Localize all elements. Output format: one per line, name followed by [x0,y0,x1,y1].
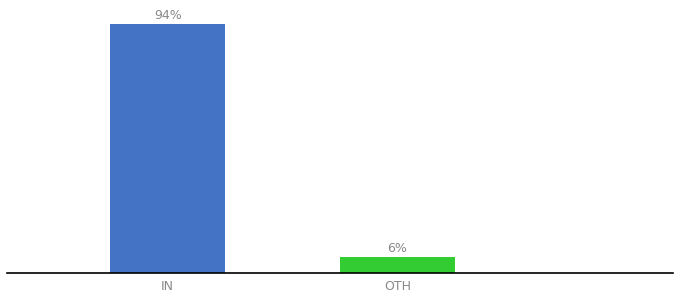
Text: 94%: 94% [154,9,182,22]
Bar [110,24,225,273]
Text: 6%: 6% [388,242,407,255]
Bar [340,257,455,273]
